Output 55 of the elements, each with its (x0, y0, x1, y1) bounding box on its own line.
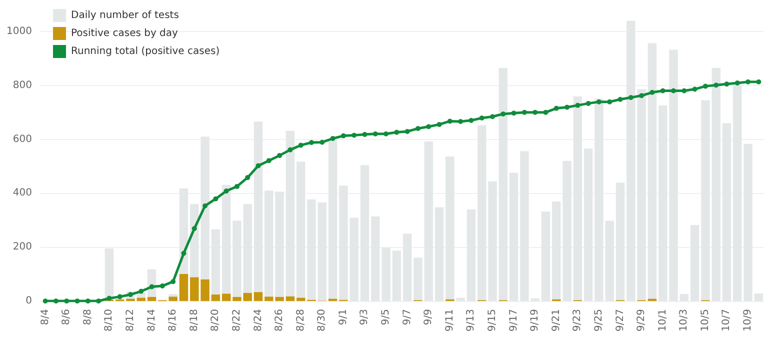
x-tick-label: 9/1 (338, 309, 349, 326)
x-tick-label: 9/5 (380, 309, 392, 326)
x-tick-label: 9/13 (466, 309, 477, 332)
bar (211, 294, 220, 301)
x-tick-label: 8/22 (231, 309, 242, 332)
x-tick-label: 8/16 (168, 309, 179, 332)
bar (200, 279, 210, 301)
y-tick-label: 200 (12, 242, 32, 253)
x-tick-label: 8/12 (125, 309, 136, 332)
x-tick-label: 8/6 (61, 309, 72, 326)
x-tick-label: 9/17 (508, 309, 520, 332)
x-tick-label: 10/1 (657, 309, 668, 332)
x-tick-label: 8/30 (316, 309, 328, 332)
x-tick-label: 8/26 (274, 309, 286, 332)
x-tick-label: 8/8 (82, 309, 94, 326)
bar (222, 294, 231, 301)
bar (136, 298, 146, 301)
x-tick-label: 9/29 (636, 309, 648, 332)
x-tick-label: 9/23 (572, 309, 584, 332)
x-tick-label: 9/15 (487, 309, 498, 332)
x-tick-label: 9/7 (402, 309, 413, 326)
y-tick-label: 1000 (6, 26, 32, 37)
x-tick-label: 9/25 (593, 309, 604, 332)
bar (232, 296, 242, 301)
y-tick-label: 400 (12, 188, 32, 199)
x-tick-label: 10/5 (700, 309, 711, 332)
x-tick-label: 8/20 (210, 309, 222, 332)
legend-label: Positive cases by day (71, 28, 178, 39)
bar (286, 296, 295, 301)
x-tick-label: 8/14 (146, 309, 158, 332)
x-tick-label: 8/28 (295, 309, 306, 332)
y-tick-label: 0 (26, 296, 32, 306)
legend-label: Running total (positive cases) (71, 46, 220, 57)
x-tick-label: 8/18 (188, 309, 200, 332)
x-tick-label: 9/3 (359, 309, 370, 326)
x-tick-label: 9/9 (423, 309, 434, 326)
x-tick-label: 9/19 (530, 309, 541, 332)
x-tick-label: 10/3 (678, 309, 690, 332)
bar (147, 296, 156, 301)
x-tick-label: 8/4 (40, 309, 51, 326)
bar (190, 277, 199, 301)
x-tick-label: 9/27 (614, 309, 626, 332)
bar (179, 274, 188, 301)
legend-label: Daily number of tests (71, 10, 179, 21)
bar (296, 298, 306, 301)
bar (243, 292, 252, 301)
x-tick-label: 8/10 (104, 309, 115, 332)
x-tick-label: 9/11 (444, 309, 456, 332)
x-tick-label: 10/9 (742, 309, 754, 332)
y-tick-label: 800 (12, 80, 32, 91)
y-tick-label: 600 (12, 134, 32, 145)
x-tick-label: 9/21 (550, 309, 562, 332)
x-tick-label: 10/7 (721, 309, 732, 332)
x-tick-label: 8/24 (252, 309, 264, 332)
bar (254, 292, 263, 301)
